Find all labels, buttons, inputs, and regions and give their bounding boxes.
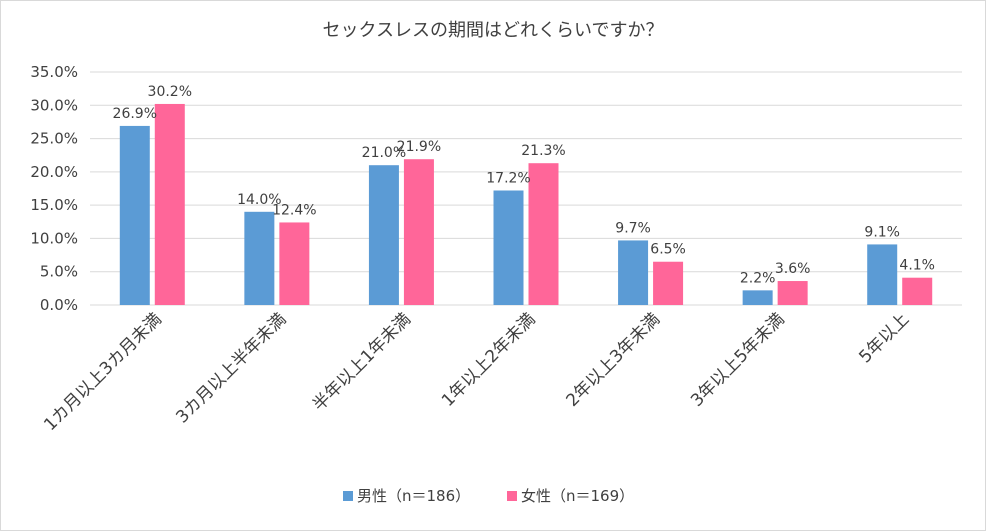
category-labels: 1カ月以上3カ月未満 3カ月以上半年未満 半年以上1年未満 1年以上2年未満 2年以上3… bbox=[40, 309, 913, 435]
legend-swatch-male bbox=[343, 491, 353, 501]
bar-male bbox=[244, 211, 275, 305]
data-label: 9.7% bbox=[615, 220, 651, 236]
bar-male bbox=[119, 125, 150, 306]
data-label: 2.2% bbox=[740, 270, 776, 286]
bar-male bbox=[618, 240, 649, 305]
data-label: 4.1% bbox=[899, 258, 935, 274]
category-label: 1カ月以上3カ月未満 bbox=[40, 309, 166, 435]
data-label: 21.0% bbox=[362, 145, 406, 161]
bar-female bbox=[403, 159, 434, 305]
bar-male bbox=[742, 290, 773, 305]
y-tick-label: 10.0% bbox=[30, 229, 78, 247]
y-axis-ticks: 0.0% 5.0% 10.0% 15.0% 20.0% 25.0% 30.0% 35.0% bbox=[30, 63, 78, 314]
data-label: 30.2% bbox=[148, 84, 192, 100]
data-label: 21.3% bbox=[521, 143, 565, 159]
legend: 男性（n＝186） 女性（n＝169） bbox=[343, 487, 634, 505]
data-label: 6.5% bbox=[650, 242, 686, 258]
y-tick-label: 30.0% bbox=[30, 96, 78, 114]
y-tick-label: 15.0% bbox=[30, 196, 78, 214]
bar-female bbox=[279, 222, 310, 305]
category-label: 5年以上 bbox=[855, 309, 913, 367]
category-label: 半年以上1年未満 bbox=[309, 309, 415, 415]
y-tick-label: 35.0% bbox=[30, 63, 78, 81]
bar-female bbox=[154, 103, 185, 305]
category-label: 3カ月以上半年未満 bbox=[172, 309, 290, 427]
data-label: 9.1% bbox=[864, 224, 900, 240]
data-label: 12.4% bbox=[272, 202, 316, 218]
data-label: 14.0% bbox=[237, 192, 281, 208]
data-label: 26.9% bbox=[113, 106, 157, 122]
y-tick-label: 0.0% bbox=[40, 296, 78, 314]
category-label: 1年以上2年未満 bbox=[438, 309, 540, 411]
chart-title: セックスレスの期間はどれくらいですか？ bbox=[323, 20, 664, 41]
gridlines bbox=[90, 71, 962, 306]
legend-label: 女性（n＝169） bbox=[521, 487, 634, 505]
legend-label: 男性（n＝186） bbox=[357, 487, 470, 505]
data-label: 17.2% bbox=[486, 170, 530, 186]
bar-male bbox=[368, 165, 399, 305]
data-labels: 26.9% 30.2% 14.0%12.4% 21.0%21.9% 17.2% 21.3%… bbox=[113, 84, 935, 286]
y-tick-label: 25.0% bbox=[30, 130, 78, 148]
y-tick-label: 5.0% bbox=[40, 263, 78, 281]
bars bbox=[119, 103, 933, 306]
category-label: 2年以上3年未満 bbox=[563, 309, 665, 411]
legend-swatch-female bbox=[507, 491, 517, 501]
bar-female bbox=[902, 277, 933, 305]
data-label: 21.9% bbox=[397, 139, 441, 155]
y-tick-label: 20.0% bbox=[30, 163, 78, 181]
bar-male bbox=[867, 244, 898, 305]
bar-female bbox=[528, 163, 559, 305]
bar-female bbox=[777, 281, 808, 305]
category-label: 3年以上5年未満 bbox=[687, 309, 789, 411]
bar-female bbox=[653, 261, 684, 305]
data-label: 3.6% bbox=[775, 261, 811, 277]
bar-male bbox=[493, 190, 524, 305]
